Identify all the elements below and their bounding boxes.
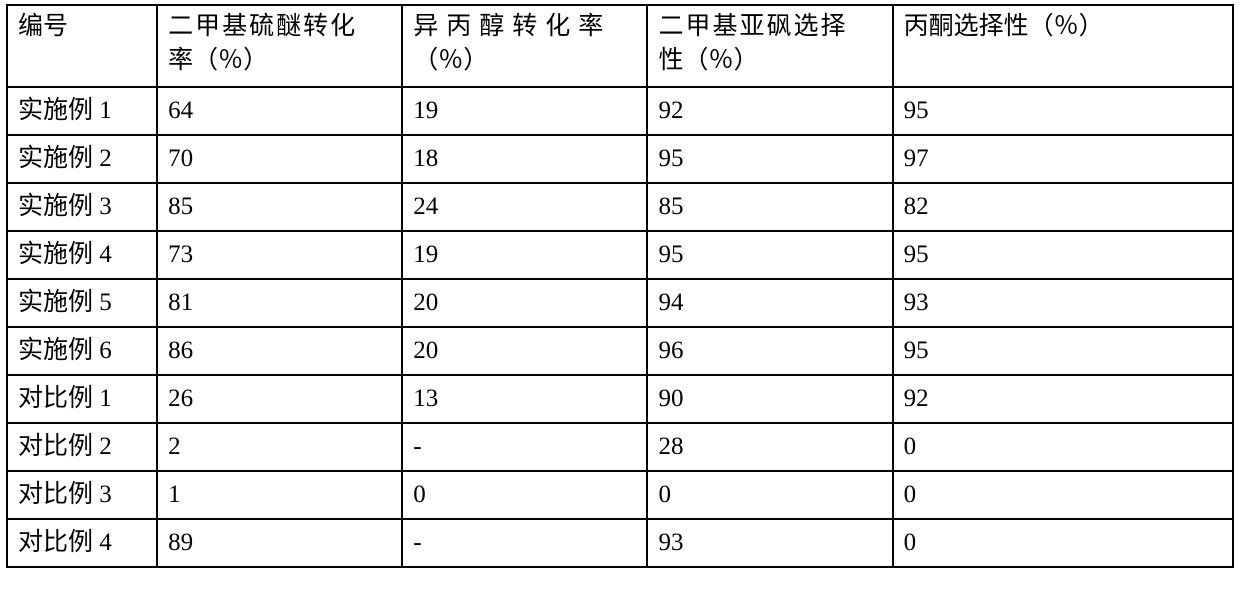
col-header-dmso-conv-line2: 率（％） <box>168 47 268 74</box>
cell-id: 实施例 4 <box>7 231 157 279</box>
cell-id: 实施例 2 <box>7 135 157 183</box>
col-header-ipa-conv-line1: 异丙醇转化率 <box>413 13 611 40</box>
col-header-id-line1: 编号 <box>18 13 68 40</box>
col-header-id: 编号 <box>7 5 157 87</box>
cell-id: 对比例 1 <box>7 375 157 423</box>
cell-ipa-conv: 13 <box>402 375 647 423</box>
cell-dmso-conv: 86 <box>157 327 402 375</box>
cell-dmso-conv: 1 <box>157 471 402 519</box>
col-header-dmso-sel-line2: 性（％） <box>658 47 758 74</box>
table-row: 对比例 3 1 0 0 0 <box>7 471 1233 519</box>
col-header-dmso-sel: 二甲基亚砜选择 性（％） <box>647 5 892 87</box>
cell-dmso-sel: 95 <box>647 231 892 279</box>
cell-ipa-conv: 0 <box>402 471 647 519</box>
col-header-dmso-conv: 二甲基硫醚转化 率（％） <box>157 5 402 87</box>
cell-acetone-sel: 92 <box>893 375 1233 423</box>
results-table: 编号 二甲基硫醚转化 率（％） 异丙醇转化率 （％） 二甲基亚砜选择 性（％） … <box>6 4 1234 568</box>
cell-dmso-sel: 90 <box>647 375 892 423</box>
col-header-acetone-sel: 丙酮选择性（％） <box>893 5 1233 87</box>
cell-ipa-conv: 19 <box>402 87 647 135</box>
cell-dmso-conv: 26 <box>157 375 402 423</box>
cell-acetone-sel: 0 <box>893 471 1233 519</box>
table-body: 实施例 1 64 19 92 95 实施例 2 70 18 95 97 实施例 … <box>7 87 1233 567</box>
table-header-row: 编号 二甲基硫醚转化 率（％） 异丙醇转化率 （％） 二甲基亚砜选择 性（％） … <box>7 5 1233 87</box>
cell-dmso-sel: 96 <box>647 327 892 375</box>
cell-id: 实施例 3 <box>7 183 157 231</box>
cell-acetone-sel: 97 <box>893 135 1233 183</box>
cell-acetone-sel: 0 <box>893 423 1233 471</box>
table-row: 实施例 6 86 20 96 95 <box>7 327 1233 375</box>
cell-id: 实施例 5 <box>7 279 157 327</box>
table-row: 实施例 3 85 24 85 82 <box>7 183 1233 231</box>
cell-id: 实施例 6 <box>7 327 157 375</box>
col-header-acetone-sel-line1: 丙酮选择性（％） <box>904 13 1104 40</box>
cell-ipa-conv: - <box>402 423 647 471</box>
table-row: 实施例 1 64 19 92 95 <box>7 87 1233 135</box>
cell-acetone-sel: 93 <box>893 279 1233 327</box>
cell-dmso-conv: 64 <box>157 87 402 135</box>
cell-dmso-conv: 2 <box>157 423 402 471</box>
cell-ipa-conv: 24 <box>402 183 647 231</box>
cell-dmso-sel: 92 <box>647 87 892 135</box>
cell-dmso-sel: 95 <box>647 135 892 183</box>
cell-dmso-conv: 70 <box>157 135 402 183</box>
cell-id: 对比例 2 <box>7 423 157 471</box>
table-row: 对比例 4 89 - 93 0 <box>7 519 1233 567</box>
col-header-ipa-conv-line2: （％） <box>413 47 488 74</box>
cell-ipa-conv: - <box>402 519 647 567</box>
col-header-dmso-conv-line1: 二甲基硫醚转化 <box>168 13 357 40</box>
cell-acetone-sel: 95 <box>893 327 1233 375</box>
cell-ipa-conv: 18 <box>402 135 647 183</box>
cell-dmso-sel: 93 <box>647 519 892 567</box>
cell-ipa-conv: 20 <box>402 279 647 327</box>
cell-dmso-sel: 94 <box>647 279 892 327</box>
cell-dmso-conv: 85 <box>157 183 402 231</box>
cell-ipa-conv: 19 <box>402 231 647 279</box>
cell-acetone-sel: 82 <box>893 183 1233 231</box>
cell-ipa-conv: 20 <box>402 327 647 375</box>
col-header-dmso-sel-line1: 二甲基亚砜选择 <box>658 13 847 40</box>
table-row: 实施例 5 81 20 94 93 <box>7 279 1233 327</box>
cell-dmso-conv: 81 <box>157 279 402 327</box>
cell-acetone-sel: 0 <box>893 519 1233 567</box>
cell-acetone-sel: 95 <box>893 231 1233 279</box>
cell-id: 对比例 3 <box>7 471 157 519</box>
cell-dmso-conv: 73 <box>157 231 402 279</box>
table-row: 实施例 4 73 19 95 95 <box>7 231 1233 279</box>
table-row: 实施例 2 70 18 95 97 <box>7 135 1233 183</box>
table-row: 对比例 2 2 - 28 0 <box>7 423 1233 471</box>
cell-id: 对比例 4 <box>7 519 157 567</box>
cell-dmso-sel: 85 <box>647 183 892 231</box>
cell-acetone-sel: 95 <box>893 87 1233 135</box>
cell-dmso-sel: 0 <box>647 471 892 519</box>
cell-id: 实施例 1 <box>7 87 157 135</box>
cell-dmso-sel: 28 <box>647 423 892 471</box>
col-header-ipa-conv: 异丙醇转化率 （％） <box>402 5 647 87</box>
table-row: 对比例 1 26 13 90 92 <box>7 375 1233 423</box>
cell-dmso-conv: 89 <box>157 519 402 567</box>
